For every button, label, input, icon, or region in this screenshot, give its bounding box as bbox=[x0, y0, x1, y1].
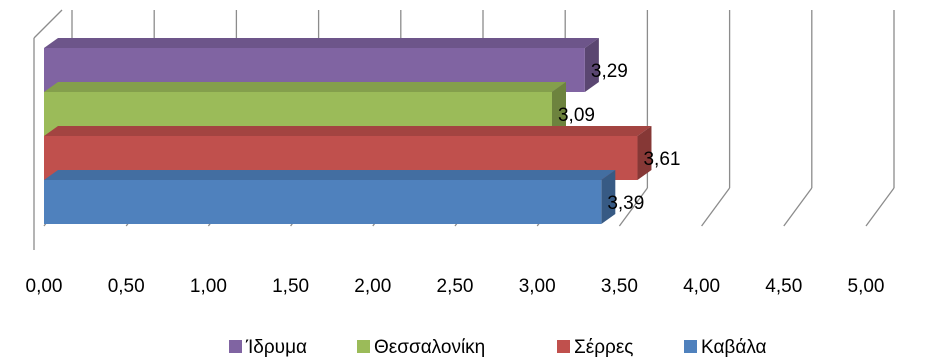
bar-top-face bbox=[44, 126, 652, 136]
floor-gridline bbox=[783, 187, 813, 227]
x-tick-label: 0,00 bbox=[26, 276, 63, 297]
bar bbox=[44, 180, 602, 224]
legend-swatch bbox=[357, 340, 370, 353]
legend-label: Σέρρες bbox=[574, 337, 633, 358]
data-label: 3,61 bbox=[643, 149, 680, 170]
x-tick-label: 3,50 bbox=[601, 276, 638, 297]
legend-label: Καβάλα bbox=[701, 337, 767, 358]
data-label: 3,09 bbox=[558, 105, 595, 126]
bar-top-face bbox=[44, 170, 616, 180]
floor-gridline bbox=[701, 187, 731, 227]
x-axis-tick-labels: 0,00 0,50 1,00 1,50 2,00 2,50 3,00 3,50 4,00 4,50… bbox=[26, 276, 885, 297]
data-labels: 3,29 3,09 3,61 3,39 bbox=[558, 61, 680, 214]
floor-gridline bbox=[865, 187, 895, 227]
floor-gridline bbox=[618, 187, 648, 227]
legend-label: Ίδρυμα bbox=[245, 337, 307, 358]
legend-label: Θεσσαλονίκη bbox=[374, 337, 485, 358]
x-tick-label: 0,50 bbox=[108, 276, 145, 297]
bar-side-face bbox=[637, 126, 652, 180]
legend-swatch bbox=[557, 340, 570, 353]
x-tick-label: 3,00 bbox=[519, 276, 556, 297]
x-tick-label: 2,00 bbox=[354, 276, 391, 297]
data-label: 3,39 bbox=[607, 193, 644, 214]
bar-side-face bbox=[601, 170, 616, 224]
x-tick-label: 2,50 bbox=[437, 276, 474, 297]
x-tick-label: 1,50 bbox=[272, 276, 309, 297]
legend-swatch bbox=[229, 340, 242, 353]
bar-side-face bbox=[551, 82, 566, 136]
bar-side-face bbox=[584, 38, 599, 92]
bar-top-face bbox=[44, 82, 566, 92]
legend: Ίδρυμα Θεσσαλονίκη Σέρρες Καβάλα bbox=[229, 337, 767, 358]
x-tick-label: 5,00 bbox=[848, 276, 885, 297]
x-tick-label: 4,50 bbox=[765, 276, 802, 297]
side-wall bbox=[33, 9, 63, 39]
bar-top-face bbox=[44, 38, 599, 48]
x-tick-label: 4,00 bbox=[683, 276, 720, 297]
data-label: 3,29 bbox=[591, 61, 628, 82]
legend-swatch bbox=[684, 340, 697, 353]
bars bbox=[44, 38, 652, 224]
x-tick-label: 1,00 bbox=[190, 276, 227, 297]
